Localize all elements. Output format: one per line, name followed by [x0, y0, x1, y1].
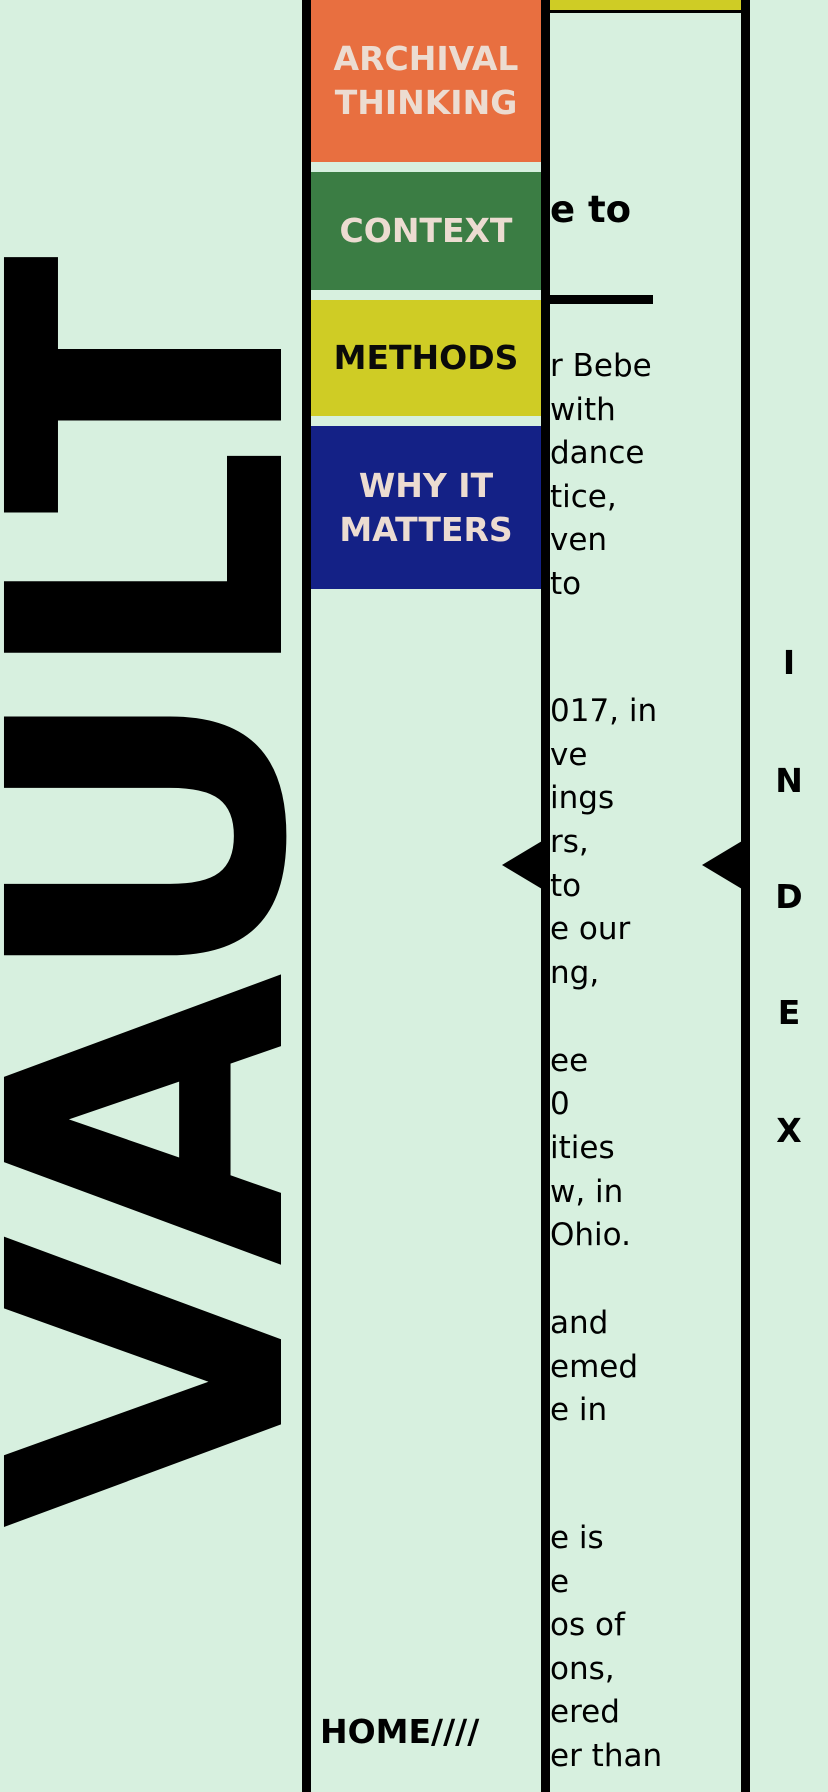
index-letter: D	[775, 877, 803, 916]
article-line: tice,	[550, 479, 617, 515]
menu-item-label: ARCHIVAL THINKING	[334, 37, 519, 125]
article-line: ons,	[550, 1651, 615, 1687]
index-letter: E	[777, 993, 801, 1032]
article-line: e is	[550, 1520, 604, 1556]
collapse-menu-arrow-icon[interactable]	[502, 841, 542, 889]
article-line: rs,	[550, 824, 589, 860]
article-line: to	[550, 566, 582, 602]
article-line: ven	[550, 522, 608, 558]
index-nav[interactable]: I N D E X	[750, 0, 828, 1792]
site-title: VAULT	[0, 261, 300, 1529]
index-letter: I	[782, 643, 796, 682]
menu-item-why-it-matters[interactable]: WHY IT MATTERS	[311, 426, 541, 589]
menu-item-archival-thinking[interactable]: ARCHIVAL THINKING	[311, 0, 541, 162]
article-line: e in	[550, 1392, 608, 1428]
article-line: with	[550, 392, 616, 428]
article-line: dance	[550, 435, 645, 471]
menu-item-label-line: WHY IT	[358, 465, 494, 505]
home-link[interactable]: HOME////	[320, 1712, 480, 1751]
article-line: 017, in	[550, 693, 658, 729]
article-line: e our	[550, 911, 631, 947]
menu-item-methods[interactable]: METHODS	[311, 300, 541, 416]
menu-item-label: METHODS	[333, 338, 519, 377]
article-top-bar	[550, 0, 741, 13]
menu-item-context[interactable]: CONTEXT	[311, 172, 541, 290]
article-heading: e to	[550, 188, 632, 231]
article-line: ng,	[550, 955, 600, 991]
article-line: and	[550, 1305, 609, 1341]
menu-item-label: WHY IT MATTERS	[339, 464, 512, 552]
menu-item-label-line: THINKING	[334, 83, 518, 122]
menu-item-label-line: MATTERS	[339, 509, 513, 549]
article-line: ve	[550, 737, 588, 773]
article-line: ee	[550, 1043, 589, 1079]
open-index-arrow-icon[interactable]	[702, 841, 742, 889]
article-heading-rule	[550, 295, 653, 304]
site-title-container: VAULT	[0, 0, 300, 1792]
index-letter: X	[776, 1111, 802, 1150]
article-line: ities	[550, 1130, 615, 1166]
divider-middle	[541, 0, 550, 1792]
article-line: emed	[550, 1349, 639, 1385]
article-line: to	[550, 868, 582, 904]
article-line: Ohio.	[550, 1217, 631, 1253]
article-line: w, in	[550, 1174, 624, 1210]
article-column: e to r Bebe with dance tice, ven to 017,…	[550, 0, 741, 1792]
divider-right	[741, 0, 750, 1792]
article-line: os of	[550, 1607, 625, 1643]
divider-left	[302, 0, 311, 1792]
article-line: r Bebe	[550, 348, 652, 384]
menu-item-label-line: ARCHIVAL	[333, 39, 519, 78]
article-line: er than	[550, 1738, 663, 1774]
article-line: 0	[550, 1086, 570, 1122]
menu-item-label: CONTEXT	[339, 211, 513, 250]
index-letter: N	[775, 761, 803, 800]
article-line: ered	[550, 1694, 620, 1730]
article-line: ings	[550, 780, 615, 816]
article-line: e	[550, 1564, 570, 1600]
